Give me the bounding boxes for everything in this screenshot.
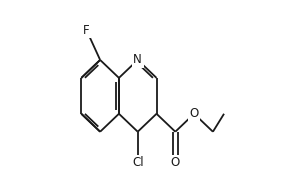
Text: O: O xyxy=(171,156,180,169)
Text: Cl: Cl xyxy=(132,156,143,169)
Text: F: F xyxy=(83,23,90,36)
Text: O: O xyxy=(189,107,199,120)
Text: N: N xyxy=(133,53,142,66)
